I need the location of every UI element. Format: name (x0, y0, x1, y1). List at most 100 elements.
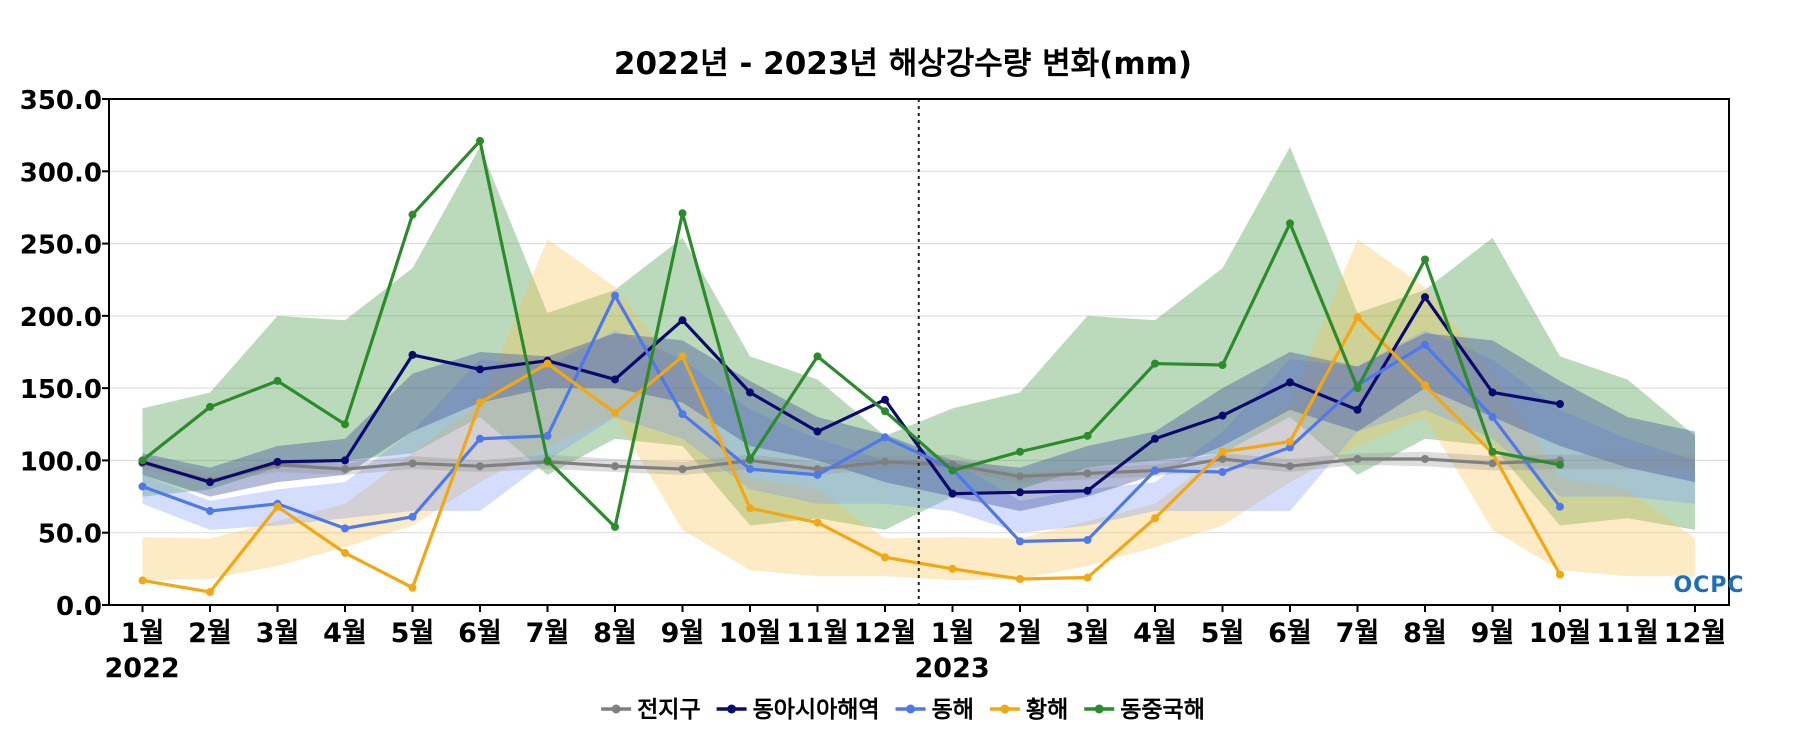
x-tick-label: 12월 (1664, 618, 1726, 649)
point-동해 (1556, 502, 1564, 511)
point-동중국해 (678, 209, 687, 218)
point-동아시아해역 (746, 388, 754, 397)
point-동중국해 (138, 456, 147, 465)
legend-label: 동해 (932, 697, 974, 723)
point-전지구 (1083, 469, 1092, 478)
x-tick-label: 4월 (1133, 618, 1177, 649)
point-동아시아해역 (1421, 293, 1429, 302)
point-황해 (746, 504, 754, 513)
point-황해 (678, 352, 687, 361)
point-전지구 (1016, 472, 1024, 481)
x-tick-label: 5월 (1201, 618, 1245, 649)
x-axis-ticks: 1월 2월 3월 4월 5월 6월 7월 8월 9월 10월 11월 12월 1월 2월 3월 4월 5월 6월 7… (105, 605, 1726, 684)
legend-item-동아시아해역: 동아시아해역 (716, 697, 880, 723)
y-tick-label: 200.0 (20, 303, 102, 333)
point-동해 (813, 470, 822, 479)
point-황해 (273, 502, 282, 511)
point-황해 (1353, 313, 1362, 322)
band-황해 (142, 239, 1695, 581)
point-황해 (1151, 514, 1159, 523)
point-황해 (881, 553, 889, 562)
point-동중국해 (1353, 384, 1362, 393)
point-동해 (1016, 537, 1024, 546)
y-tick-label: 0.0 (56, 592, 102, 622)
series-동해 (138, 291, 1564, 546)
point-전지구 (1286, 462, 1294, 471)
point-동해 (881, 433, 889, 442)
point-전지구 (341, 465, 349, 474)
line-전지구 (142, 457, 1561, 483)
line-동해 (141, 294, 1562, 543)
point-동중국해 (1421, 255, 1429, 264)
point-전지구 (611, 462, 619, 471)
point-동중국해 (1556, 460, 1564, 469)
point-동아시아해역 (1016, 488, 1024, 497)
x-tick-label: 3월 (256, 618, 300, 649)
point-동중국해 (341, 420, 349, 429)
band-전지구 (142, 451, 1695, 484)
x-tick-label: 11월 (786, 618, 848, 649)
point-동아시아해역 (1353, 405, 1362, 414)
point-동해 (341, 524, 349, 533)
line-황해 (142, 315, 1562, 594)
point-황해 (341, 548, 349, 557)
point-황해 (1421, 381, 1429, 390)
y-tick-label: 50.0 (38, 520, 102, 550)
point-동아시아해역 (813, 427, 822, 436)
line-동중국해 (141, 139, 1561, 529)
point-동중국해 (881, 407, 889, 416)
x-tick-label: 2월 (998, 618, 1042, 649)
point-전지구 (1218, 454, 1227, 463)
series-황해 (138, 313, 1564, 596)
legend-label: 전지구 (637, 697, 700, 723)
point-동해 (1488, 413, 1497, 422)
x-tick-label: 2월 (188, 618, 232, 649)
x-tick-label: 5월 (391, 618, 435, 649)
band-동중국해 (142, 146, 1695, 530)
point-동해 (746, 465, 754, 474)
legend-label: 황해 (1026, 697, 1068, 723)
point-동중국해 (813, 352, 822, 361)
y-tick-label: 350.0 (20, 86, 102, 116)
point-동아시아해역 (881, 395, 889, 404)
point-동아시아해역 (611, 375, 619, 384)
y-tick-label: 100.0 (20, 447, 102, 477)
point-동아시아해역 (408, 350, 417, 359)
point-전지구 (1421, 454, 1429, 463)
point-전지구 (408, 459, 417, 468)
x-tick-label: 7월 (1336, 618, 1380, 649)
point-전지구 (813, 465, 822, 474)
point-동중국해 (1488, 447, 1497, 456)
point-동아시아해역 (341, 456, 349, 465)
x-tick-label: 9월 (1471, 618, 1515, 649)
point-동아시아해역 (273, 457, 282, 466)
series-lines (138, 136, 1564, 596)
point-동아시아해역 (678, 316, 687, 325)
point-전지구 (1353, 454, 1362, 463)
x-tick-label: 6월 (458, 618, 502, 649)
point-황해 (543, 359, 552, 368)
point-동아시아해역 (1218, 411, 1227, 420)
point-동아시아해역 (206, 478, 214, 487)
point-동해 (1218, 467, 1227, 476)
x-tick-label: 9월 (661, 618, 705, 649)
x-tick-label: 12월 (854, 618, 916, 649)
legend-label: 동중국해 (1120, 697, 1205, 723)
point-동중국해 (1218, 361, 1227, 370)
legend-marker (727, 704, 737, 714)
point-동중국해 (206, 402, 214, 411)
point-동아시아해역 (1488, 388, 1497, 397)
point-동중국해 (476, 136, 484, 145)
plot-area-frame (108, 98, 1730, 606)
year-label-2023: 2023 (915, 653, 990, 684)
point-동해 (476, 434, 484, 443)
x-tick-label: 3월 (1066, 618, 1110, 649)
point-동해 (408, 512, 417, 521)
svg-text:OCPC: OCPC (1673, 573, 1744, 598)
point-동해 (1083, 535, 1092, 544)
point-전지구 (678, 465, 687, 474)
legend-item-전지구: 전지구 (601, 697, 701, 723)
point-동아시아해역 (948, 489, 957, 498)
point-동중국해 (1151, 359, 1159, 368)
